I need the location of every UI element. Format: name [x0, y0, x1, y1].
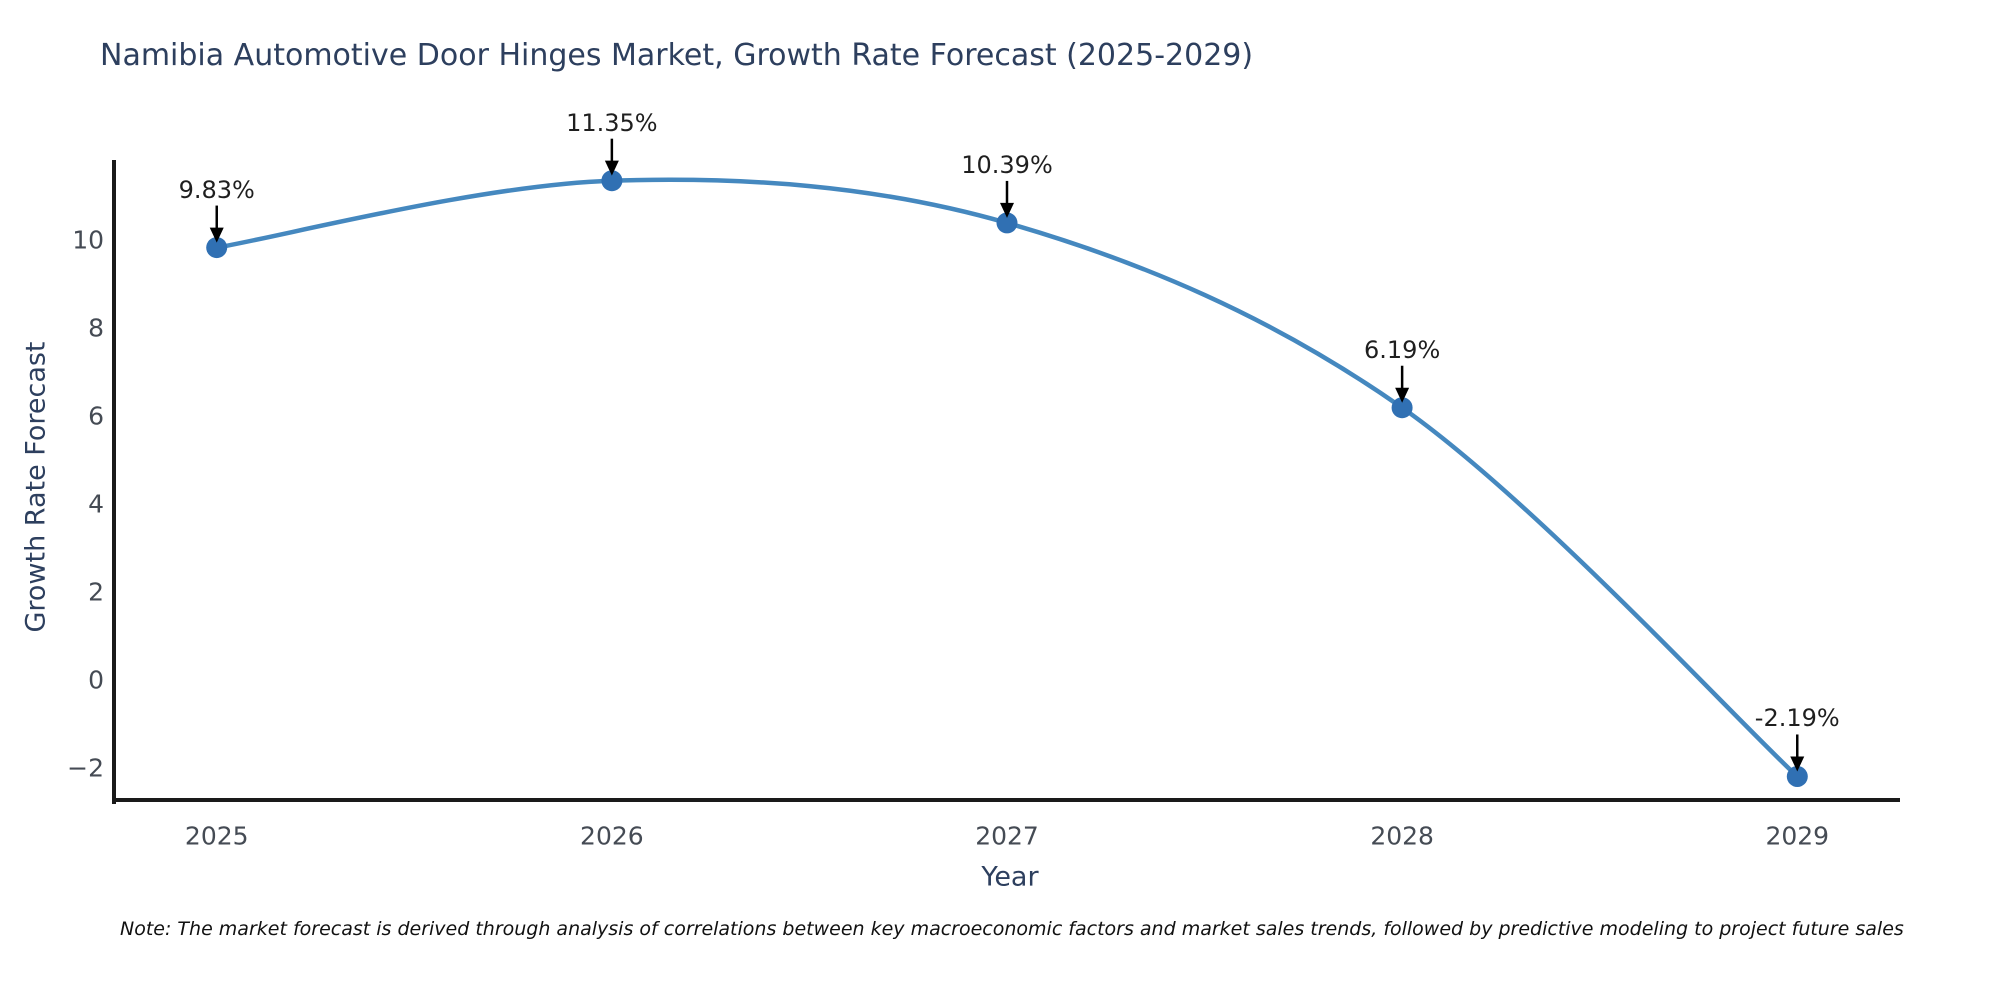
- y-tick-label-text: 8: [88, 313, 104, 343]
- x-tick-label-text: 2029: [1765, 821, 1830, 851]
- data-point-marker: [206, 237, 228, 259]
- y-tick-label-text: 6: [88, 401, 104, 431]
- data-point-label-text: -2.19%: [1754, 704, 1840, 733]
- y-tick-label-text: 4: [88, 489, 104, 519]
- data-point-label-text: 10.39%: [961, 150, 1053, 179]
- chart-title: Namibia Automotive Door Hinges Market, G…: [100, 38, 1254, 73]
- data-point-marker: [601, 170, 623, 192]
- x-tick-label-text: 2028: [1370, 821, 1434, 851]
- annotation-arrow-head: [1790, 756, 1805, 772]
- data-point-marker: [1391, 397, 1413, 419]
- y-tick-label-text: 0: [88, 665, 104, 695]
- annotation-arrow-head: [1000, 202, 1014, 218]
- data-point-label-text: 9.83%: [178, 175, 255, 204]
- footnote: Note: The market forecast is derived thr…: [120, 918, 1904, 940]
- y-tick-label-text: 2: [88, 577, 104, 607]
- data-point-marker: [1786, 766, 1808, 787]
- x-tick-label-text: 2027: [975, 821, 1039, 851]
- x-tick-label-text: 2026: [580, 821, 644, 851]
- annotation-arrow-head: [1395, 387, 1410, 403]
- forecast-line: [216, 177, 1799, 779]
- y-tick-label-text: −2: [67, 753, 104, 783]
- data-point-label-text: 11.35%: [566, 108, 658, 137]
- y-tick-label-text: 10: [72, 225, 104, 255]
- data-point-marker: [996, 212, 1018, 234]
- annotation-arrow-head: [604, 160, 619, 176]
- data-point-label-text: 6.19%: [1364, 335, 1441, 364]
- x-tick-label-text: 2025: [184, 821, 249, 851]
- annotation-arrow-head: [209, 227, 224, 243]
